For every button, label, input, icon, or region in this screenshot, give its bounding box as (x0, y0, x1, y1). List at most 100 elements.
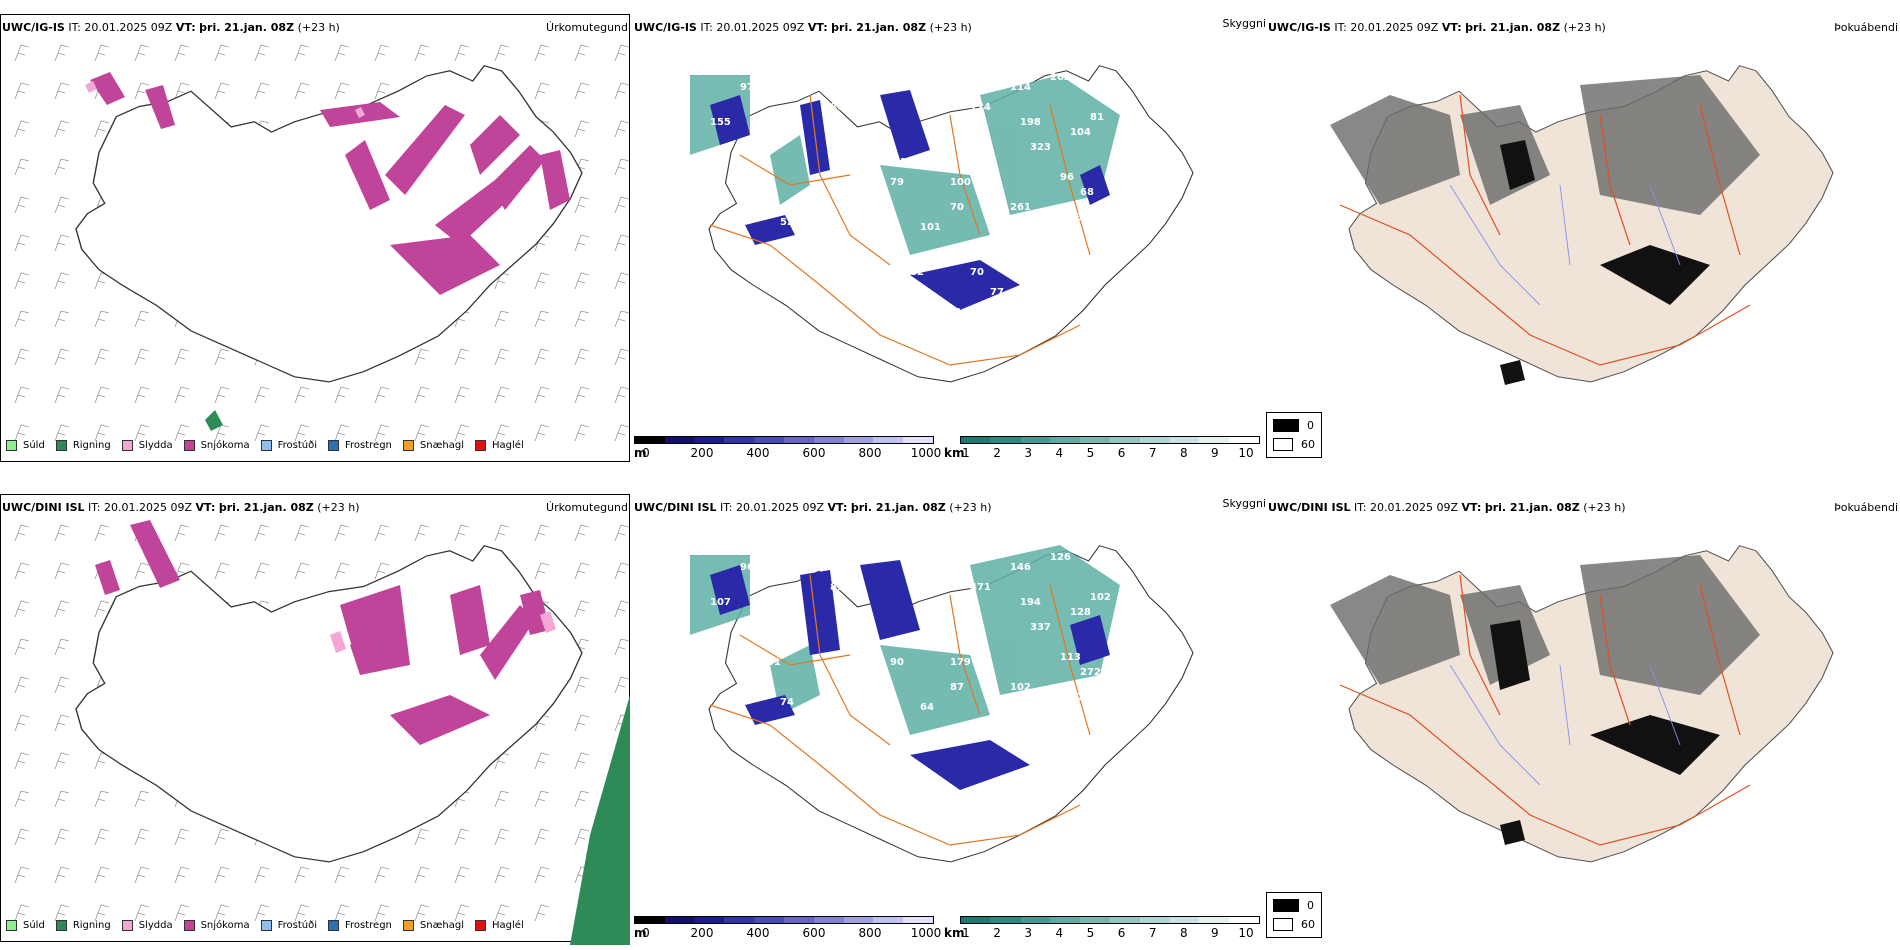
fog-legend-swatch (1273, 918, 1293, 931)
wind-barb (174, 386, 190, 404)
wind-barb (54, 234, 70, 252)
ceiling-label: 90 (890, 657, 904, 668)
wind-barb (14, 752, 30, 770)
wind-barb (614, 120, 630, 138)
wind-barb (574, 562, 590, 580)
wind-barb (534, 386, 550, 404)
wind-barb (414, 524, 430, 542)
wind-barb (134, 562, 150, 580)
legend-item: Frostregn (328, 440, 392, 451)
colorbar-tick: 800 (858, 446, 882, 460)
wind-barb (174, 82, 190, 100)
wind-barb (94, 386, 110, 404)
legend-label: Rigning (72, 440, 111, 451)
colorbar-segment (664, 437, 695, 443)
wind-barb (14, 386, 30, 404)
colorbar-segment (1050, 917, 1081, 923)
legend-label: Frostúði (277, 920, 317, 931)
colorbar-tick: 10 (1238, 926, 1254, 940)
ceiling-label: 124 (970, 102, 991, 113)
wind-barb (614, 424, 630, 442)
colorbar-segment (1139, 437, 1170, 443)
wind-barb (454, 904, 470, 922)
colorbar-tick: 400 (746, 926, 770, 940)
wind-barb (134, 386, 150, 404)
wind-barb (54, 158, 70, 176)
ceiling-label: 194 (1020, 597, 1041, 608)
wind-barb (414, 348, 430, 366)
wind-barb (334, 44, 350, 62)
wind-barb (374, 44, 390, 62)
fog-map (1330, 65, 1834, 385)
ceiling-label: 87 (1070, 692, 1084, 703)
legend-swatch (55, 440, 67, 451)
ceiling-label: 89 (830, 582, 844, 593)
wind-barb (374, 866, 390, 884)
fog-title: Þokuábendi (1834, 21, 1898, 34)
wind-barb (94, 866, 110, 884)
wind-barb (614, 234, 630, 252)
wind-barb (54, 600, 70, 618)
colorbar-segment (1169, 917, 1200, 923)
vis-title: Skyggni (1222, 17, 1266, 30)
colorbar-segment (961, 437, 991, 443)
precip-legend: Súld Rigning Slydda Snjókoma Frostúði Frostre… (6, 440, 535, 451)
ceiling-label: 337 (1030, 622, 1051, 633)
wind-barb (334, 904, 350, 922)
colorbar-segment (1020, 917, 1051, 923)
wind-barb (614, 600, 630, 618)
wind-barb (54, 386, 70, 404)
wind-barb (414, 44, 430, 62)
legend-label: Snjókoma (200, 920, 250, 931)
colorbar-segment (843, 437, 874, 443)
wind-barb (134, 44, 150, 62)
wind-barb (214, 904, 230, 922)
fog-legend-item: 0 (1273, 899, 1315, 912)
legend-item: Slydda (121, 920, 173, 931)
wind-barb (54, 828, 70, 846)
ceiling-unit: m (634, 446, 647, 460)
ceiling-label: 104 (850, 227, 871, 238)
wind-barb (94, 44, 110, 62)
wind-barb (294, 424, 310, 442)
colorbar-tick: 600 (802, 446, 826, 460)
fog-legend-label: 60 (1301, 438, 1315, 451)
ceiling-label: 106 (720, 547, 741, 558)
ceiling-label: 128 (940, 307, 961, 318)
wind-barb (94, 524, 110, 542)
wind-barb (614, 272, 630, 290)
wind-barb (494, 524, 510, 542)
wind-barb (134, 310, 150, 328)
wind-barb (414, 828, 430, 846)
ceiling-label: 85 (870, 717, 884, 728)
wind-barb (574, 790, 590, 808)
snow-areas (95, 520, 550, 745)
wind-barb (14, 828, 30, 846)
wind-barb (14, 44, 30, 62)
wind-barb (14, 424, 30, 442)
ceiling-label: 74 (780, 697, 794, 708)
colorbar-segment (873, 917, 904, 923)
wind-barb (134, 866, 150, 884)
ceiling-label: 155 (710, 117, 731, 128)
colorbar-segment (1020, 437, 1051, 443)
ceiling-label: 95 (760, 177, 774, 188)
colorbar-segment (1229, 917, 1259, 923)
legend-item: Haglél (475, 920, 524, 931)
ceiling-header: UWC/IG-IS IT: 20.01.2025 09Z VT: þri. 21… (634, 21, 972, 34)
wind-barb (454, 866, 470, 884)
colorbar-segment (1199, 917, 1230, 923)
snow-areas (90, 72, 570, 295)
wind-barb (94, 600, 110, 618)
wind-barb (614, 638, 630, 656)
wind-barb (614, 524, 630, 542)
ceiling-label: 99 (855, 682, 869, 693)
wind-barb (254, 82, 270, 100)
ceiling-label: 149 (750, 137, 771, 148)
wind-barb (294, 562, 310, 580)
wind-barb (574, 424, 590, 442)
colorbar-segment (783, 917, 814, 923)
colorbar-tick: 8 (1179, 926, 1188, 940)
colorbar-tick: 400 (746, 446, 770, 460)
colorbar-segment (635, 437, 665, 443)
